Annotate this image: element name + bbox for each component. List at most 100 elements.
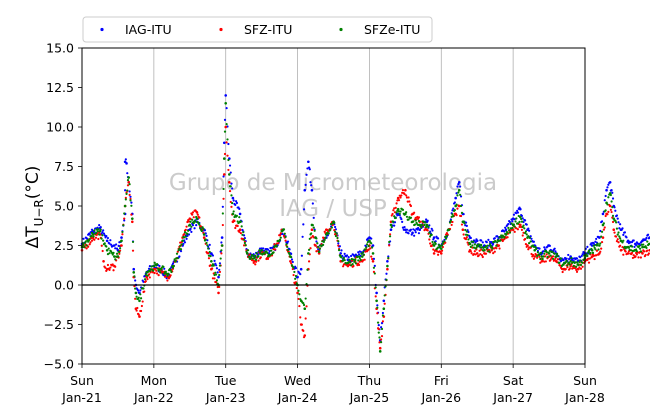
point-sfze-itu-dense (615, 227, 619, 230)
point-sfz-itu-dense (587, 261, 591, 264)
point-iag-itu-dense (594, 240, 597, 243)
point-iag-itu-dense (343, 252, 346, 255)
point-sfz-itu-dense (480, 254, 484, 257)
point-sfz-itu-dense (135, 309, 138, 312)
point-sfze-itu-dense (491, 247, 494, 250)
point-sfze-itu-dense (349, 261, 352, 264)
point-sfze-itu-dense (380, 341, 383, 344)
point-sfze-itu-dense (266, 251, 269, 255)
point-sfze-itu-dense (359, 258, 362, 262)
x-tick-label-date: Jan-22 (133, 390, 174, 405)
point-sfze-itu-dense (151, 269, 155, 272)
point-sfze-itu-dense (567, 261, 571, 264)
point-sfze-itu-dense (107, 247, 110, 250)
point-sfze-itu (569, 260, 572, 263)
point-sfze-itu-dense (121, 230, 124, 234)
point-sfze-itu-dense (551, 257, 555, 261)
point-sfz-itu-dense (154, 267, 157, 270)
point-sfze-itu-dense (486, 244, 489, 247)
point-sfz-itu-dense (352, 264, 355, 268)
point-sfze-itu-dense (88, 237, 91, 241)
legend: IAG-ITU SFZ-ITU SFZe-ITU (82, 16, 433, 43)
point-sfze-itu-dense (499, 239, 502, 242)
point-sfz-itu-dense (397, 199, 401, 202)
point-sfz-itu-dense (119, 244, 122, 247)
point-iag-itu-dense (223, 118, 227, 121)
point-sfz-itu-dense (495, 247, 498, 250)
point-sfz-itu-dense (315, 250, 318, 253)
point-sfze-itu-dense (103, 242, 106, 245)
point-iag-itu-dense (126, 172, 129, 175)
point-sfz-itu-dense (207, 257, 211, 260)
point-iag-itu-dense (524, 219, 527, 222)
point-iag-itu-dense (106, 236, 110, 240)
point-sfze-itu-dense (119, 240, 122, 243)
point-sfz-itu-dense (254, 263, 257, 266)
point-sfze-itu (113, 255, 116, 258)
point-sfze-itu-dense (423, 223, 426, 227)
point-iag-itu-dense (310, 184, 313, 187)
point-sfz-itu-dense (279, 232, 282, 235)
point-sfz-itu-dense (383, 302, 386, 305)
point-sfze-itu-dense (575, 265, 578, 268)
point-sfze-itu-dense (444, 237, 448, 240)
point-sfze-itu-dense (333, 221, 336, 224)
point-sfze-itu (202, 233, 206, 236)
point-iag-itu-dense (178, 255, 181, 258)
point-sfz-itu-dense (239, 231, 242, 235)
point-sfze-itu-dense (189, 220, 192, 223)
point-sfze-itu-dense (258, 249, 261, 252)
point-sfze-itu-dense (559, 257, 563, 260)
point-iag-itu-dense (474, 241, 477, 244)
point-sfz-itu-dense (341, 265, 345, 268)
point-sfze-itu-dense (460, 211, 464, 214)
point-sfze-itu-dense (523, 227, 526, 230)
watermark-line-2: IAG / USP (279, 196, 387, 222)
point-iag-itu-dense (462, 213, 465, 216)
point-sfz-itu-dense (478, 249, 481, 252)
point-iag-itu-dense (413, 229, 417, 232)
point-sfze-itu-dense (398, 212, 401, 215)
point-sfze-itu-dense (158, 268, 161, 271)
point-sfze-itu-dense (376, 321, 380, 324)
point-iag-itu (432, 236, 436, 239)
point-sfze-itu-dense (225, 123, 228, 126)
point-sfze-itu-dense (548, 249, 551, 253)
point-sfz-itu (102, 260, 105, 263)
point-iag-itu (222, 141, 226, 145)
point-iag-itu-dense (366, 237, 369, 240)
point-sfz-itu-dense (388, 244, 391, 247)
point-iag-itu-dense (109, 239, 112, 242)
point-sfze-itu-dense (165, 272, 168, 275)
point-iag-itu-dense (215, 264, 218, 267)
point-sfz-itu-dense (479, 253, 482, 256)
point-sfze-itu-dense (118, 247, 122, 250)
point-sfze-itu-dense (93, 229, 96, 232)
point-sfze-itu-dense (385, 278, 388, 281)
point-sfz-itu-dense (147, 273, 151, 276)
point-sfz-itu (138, 315, 141, 318)
point-sfze-itu-dense (150, 265, 153, 268)
point-sfze-itu-dense (440, 244, 444, 247)
point-sfze-itu-dense (471, 244, 474, 247)
point-sfze-itu-dense (232, 210, 235, 213)
point-sfze-itu-dense (377, 331, 380, 334)
point-sfze-itu-dense (462, 220, 465, 223)
point-sfz-itu (612, 228, 616, 231)
point-iag-itu-dense (459, 185, 462, 188)
point-iag-itu-dense (110, 243, 113, 246)
point-sfze-itu-dense (475, 246, 478, 249)
point-sfz-itu-dense (607, 210, 610, 213)
point-sfz-itu-dense (561, 270, 564, 274)
point-sfze-itu-dense (306, 268, 309, 271)
point-sfze-itu-dense (237, 221, 240, 225)
point-sfze-itu (439, 247, 443, 250)
point-sfz-itu-dense (545, 253, 548, 256)
point-sfze-itu-dense (600, 230, 604, 233)
point-sfz-itu (533, 255, 536, 258)
point-sfze-itu-dense (412, 220, 415, 223)
point-sfz-itu-dense (248, 253, 251, 256)
point-sfze-itu-dense (365, 246, 368, 249)
point-iag-itu-dense (610, 189, 613, 192)
point-sfz-itu-dense (207, 252, 210, 255)
